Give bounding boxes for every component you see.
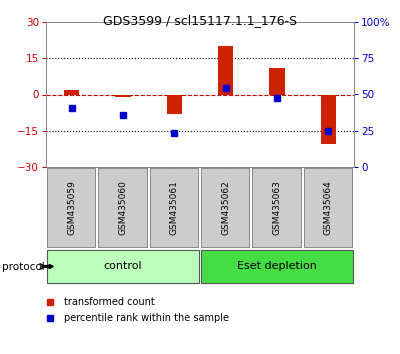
Bar [167,95,182,114]
Text: percentile rank within the sample: percentile rank within the sample [64,313,229,323]
Bar [218,46,233,95]
Text: GDS3599 / scl15117.1.1_176-S: GDS3599 / scl15117.1.1_176-S [103,14,297,27]
Text: GSM435061: GSM435061 [170,180,179,235]
Text: Eset depletion: Eset depletion [237,261,317,271]
Bar [150,168,198,247]
Text: GSM435063: GSM435063 [272,180,282,235]
Text: GSM435064: GSM435064 [324,180,333,235]
Bar [98,168,147,247]
Bar [115,95,131,97]
Text: control: control [104,261,142,271]
Bar [304,168,352,247]
Bar [321,95,336,144]
Bar [64,90,79,95]
Bar [201,250,353,283]
Bar [252,168,301,247]
Text: transformed count: transformed count [64,297,155,307]
Text: GSM435062: GSM435062 [221,180,230,235]
Bar [201,168,249,247]
Text: GSM435059: GSM435059 [67,180,76,235]
Text: GSM435060: GSM435060 [118,180,128,235]
Bar [269,68,285,95]
Text: protocol: protocol [2,262,45,272]
Bar [47,250,199,283]
Bar [47,168,95,247]
